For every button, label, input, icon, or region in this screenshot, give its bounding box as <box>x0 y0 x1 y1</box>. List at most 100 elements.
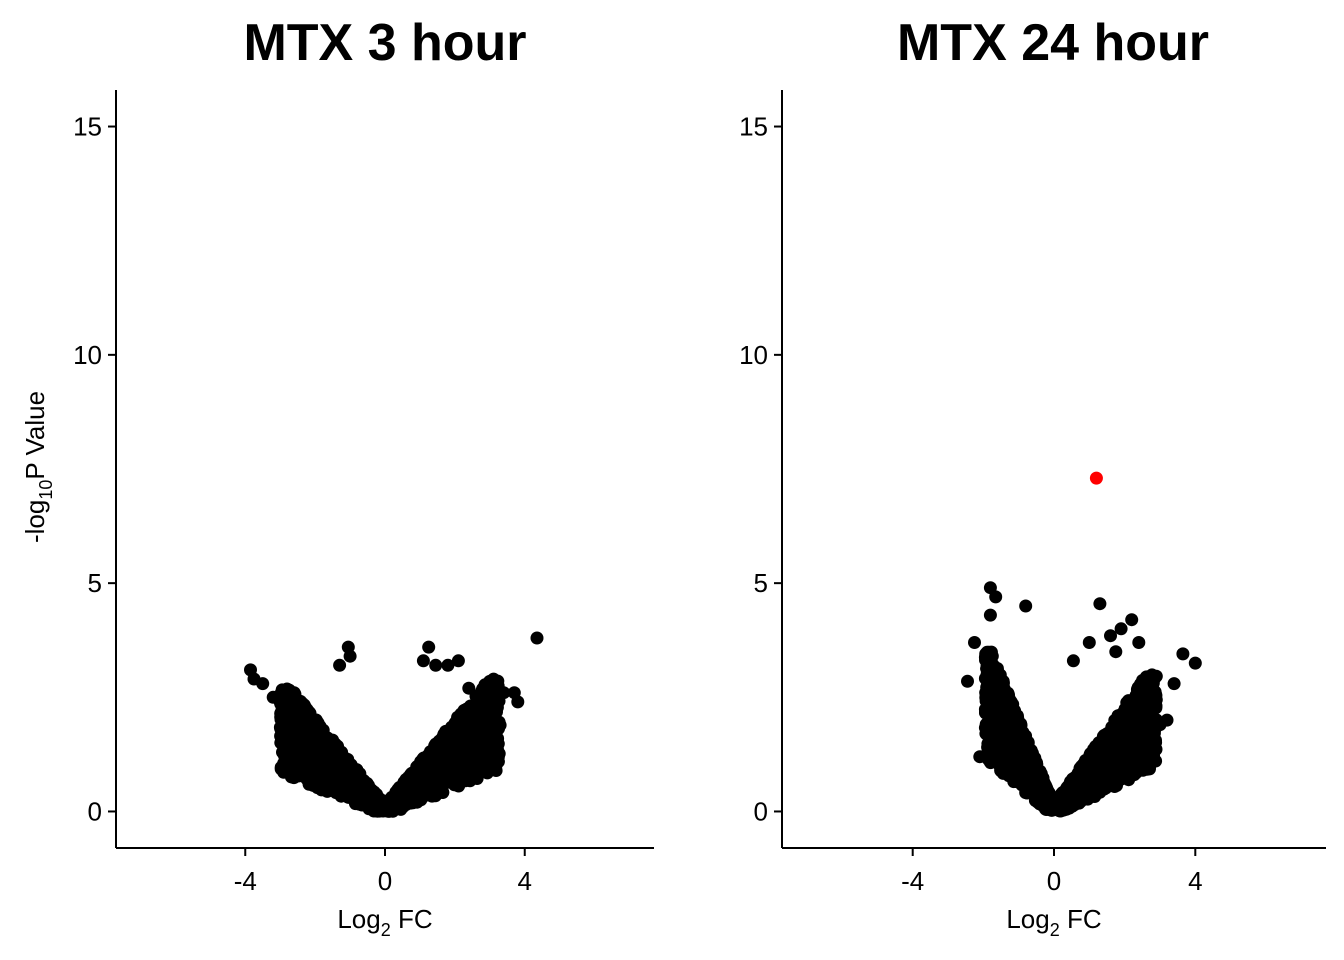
x-axis-label-sub: 2 <box>381 920 391 940</box>
data-point <box>338 766 352 780</box>
data-point <box>1066 654 1080 668</box>
data-point <box>480 755 494 769</box>
data-point <box>980 645 994 659</box>
data-point <box>277 732 291 746</box>
data-point <box>429 658 443 672</box>
data-point <box>530 631 544 645</box>
data-point <box>319 755 333 769</box>
data-point <box>312 737 326 751</box>
data-point <box>1088 741 1102 754</box>
data-point <box>361 793 375 807</box>
data-point <box>1141 737 1155 751</box>
data-point <box>1149 669 1163 683</box>
data-point <box>1085 767 1099 781</box>
data-point <box>1188 656 1202 670</box>
data-point <box>1132 636 1146 649</box>
data-point <box>396 800 410 814</box>
data-point <box>287 686 301 700</box>
y-tick-label: 10 <box>739 340 768 370</box>
data-point <box>1138 713 1152 727</box>
data-point <box>312 719 326 732</box>
data-point <box>1114 622 1128 636</box>
x-tick-label: 4 <box>1188 866 1202 896</box>
data-point <box>490 723 504 737</box>
x-tick-label: 0 <box>1047 866 1061 896</box>
data-point <box>426 768 439 782</box>
data-point <box>1057 785 1071 798</box>
data-point <box>1130 765 1143 779</box>
x-axis-label-tail: FC <box>391 904 433 934</box>
x-axis-label-base: Log <box>1006 904 1049 934</box>
data-point <box>453 755 467 769</box>
data-point <box>425 789 439 803</box>
panel-mtx-24-hour: MTX 24 hour -4 0 4 0 5 10 15 Log2 FC <box>739 14 1326 940</box>
x-axis-label: Log2 FC <box>337 904 432 940</box>
x-axis-label-base: Log <box>337 904 380 934</box>
data-point <box>285 722 299 736</box>
y-tick-label: 0 <box>754 796 768 826</box>
y-tick-label: 5 <box>754 568 768 598</box>
data-point <box>286 769 299 783</box>
data-point <box>1082 757 1096 771</box>
data-point <box>1167 677 1181 691</box>
data-point <box>982 726 996 740</box>
point-cloud <box>273 672 507 818</box>
data-point <box>1176 647 1190 661</box>
data-point <box>256 677 270 691</box>
data-point <box>997 744 1011 758</box>
data-point <box>414 755 428 769</box>
data-point <box>299 734 313 748</box>
data-point <box>432 745 445 759</box>
y-tick-label: 15 <box>73 112 102 142</box>
data-point <box>336 750 350 763</box>
data-point <box>973 750 987 764</box>
data-point <box>441 658 455 672</box>
data-point <box>1015 758 1029 772</box>
data-point <box>294 748 308 761</box>
x-tick-label: 4 <box>518 866 532 896</box>
data-point <box>968 636 981 649</box>
x-axis-label-sub: 2 <box>1050 920 1060 940</box>
data-point <box>475 703 489 717</box>
data-point <box>456 706 470 720</box>
data-point <box>1008 738 1022 752</box>
y-tick-label: 0 <box>88 796 102 826</box>
y-tick-label: 10 <box>73 340 102 370</box>
data-point <box>979 694 993 708</box>
data-point <box>1120 750 1134 764</box>
data-point <box>381 797 395 811</box>
data-point <box>1038 777 1052 791</box>
y-tick-label: 15 <box>739 112 768 142</box>
data-point <box>1051 799 1065 813</box>
data-point <box>1127 694 1141 708</box>
data-point <box>992 757 1006 770</box>
data-point <box>416 654 430 668</box>
highlighted-point <box>1089 471 1103 485</box>
data-point <box>441 772 455 786</box>
data-point <box>308 771 322 785</box>
data-point <box>1137 677 1151 691</box>
data-point <box>454 739 468 752</box>
data-point <box>451 726 465 740</box>
x-axis-label: Log2 FC <box>1006 904 1101 940</box>
data-point <box>451 654 465 668</box>
data-point <box>982 658 996 672</box>
data-point <box>485 741 499 755</box>
data-point <box>471 732 485 746</box>
data-point <box>395 788 409 802</box>
data-point <box>343 649 357 663</box>
data-point <box>961 674 974 688</box>
point-cloud <box>978 645 1163 818</box>
data-point <box>322 769 336 783</box>
data-point <box>511 695 525 709</box>
data-point <box>1019 599 1033 613</box>
data-point <box>422 640 436 654</box>
data-point <box>1082 636 1096 649</box>
x-axis-label-tail: FC <box>1060 904 1102 934</box>
chart-title: MTX 3 hour <box>243 14 526 72</box>
chart-title: MTX 24 hour <box>897 14 1209 72</box>
data-point <box>333 658 347 672</box>
y-tick-label: 5 <box>88 568 102 598</box>
